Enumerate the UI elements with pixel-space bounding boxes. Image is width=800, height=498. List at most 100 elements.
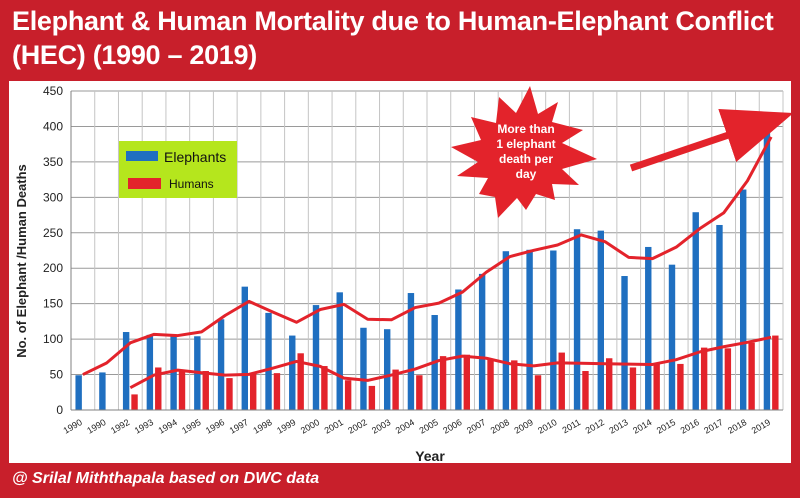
- elephant-bar: [312, 305, 320, 410]
- page-title: Elephant & Human Mortality due to Human-…: [12, 4, 792, 72]
- x-tick-label: 2017: [702, 417, 724, 436]
- elephant-bar: [668, 264, 676, 410]
- human-bar: [131, 394, 138, 410]
- y-tick-label: 250: [43, 226, 63, 240]
- human-bar: [677, 363, 684, 410]
- x-tick-label: 2007: [465, 417, 487, 436]
- human-bar: [606, 358, 613, 410]
- y-axis-label: No. of Elephant /Human Deaths: [14, 164, 29, 358]
- x-tick-label: 1990: [62, 417, 84, 436]
- elephant-bar: [383, 329, 391, 410]
- gridlines: [70, 90, 784, 410]
- x-tick-label: 1992: [109, 417, 131, 436]
- elephant-bar: [170, 335, 177, 410]
- elephant-bar: [265, 312, 272, 410]
- human-bar: [344, 380, 352, 410]
- x-tick-label: 2008: [489, 417, 511, 436]
- x-tick-label: 2013: [607, 417, 629, 436]
- x-tick-label: 2002: [346, 417, 368, 436]
- human-bar: [439, 356, 447, 410]
- human-bar: [368, 385, 376, 410]
- human-bars: [131, 335, 779, 410]
- y-tick-label: 50: [50, 368, 64, 382]
- x-tick-label: 2016: [679, 417, 701, 436]
- elephant-bar: [550, 250, 557, 410]
- human-bar: [487, 358, 494, 410]
- source-credit: @ Srilal Miththapala based on DWC data: [12, 470, 320, 487]
- x-tick-label: 2010: [536, 417, 558, 436]
- callout-line-2: 1 elephant: [496, 137, 555, 151]
- x-tick-label: 2000: [299, 417, 321, 436]
- elephant-bar: [692, 212, 699, 410]
- x-tick-label: 2019: [750, 417, 772, 436]
- elephant-bar: [99, 372, 106, 410]
- human-bar: [273, 373, 281, 410]
- human-bar: [748, 342, 755, 410]
- elephant-bar: [573, 229, 581, 410]
- x-tick-label: 1990: [85, 417, 107, 436]
- x-tick-label: 2009: [512, 417, 534, 436]
- elephant-bars: [75, 119, 771, 410]
- legend: Elephants Humans: [119, 141, 237, 198]
- x-tick-label: 1995: [180, 417, 202, 436]
- y-tick-label: 300: [43, 190, 63, 204]
- x-tick-label: 2003: [370, 417, 392, 436]
- x-axis-label: Year: [415, 448, 445, 463]
- elephant-bar: [122, 332, 130, 410]
- elephant-bar: [621, 276, 628, 410]
- x-tick-label: 1999: [275, 417, 297, 436]
- x-tick-label: 2001: [323, 417, 345, 436]
- elephant-bar: [407, 293, 415, 410]
- trend-lines: [82, 136, 773, 389]
- elephant-trend-line: [82, 136, 773, 376]
- x-tick-label: 1996: [204, 417, 226, 436]
- legend-elephants-swatch: [126, 151, 158, 161]
- elephant-bar: [75, 375, 82, 410]
- elephant-bar: [146, 334, 154, 410]
- y-tick-label: 350: [43, 155, 63, 169]
- human-bar: [463, 354, 471, 410]
- human-bar: [700, 347, 708, 410]
- human-bar: [178, 371, 186, 410]
- human-bar: [653, 363, 660, 410]
- x-tick-label: 2012: [584, 417, 606, 436]
- human-bar: [558, 352, 565, 410]
- y-tick-label: 450: [43, 84, 63, 98]
- human-bar: [772, 335, 779, 410]
- annotation-callout: More than 1 elephant death per day: [451, 86, 794, 218]
- elephant-bar: [336, 292, 343, 410]
- elephant-bar: [360, 327, 367, 410]
- elephant-bar: [478, 273, 486, 410]
- human-bar: [392, 369, 399, 410]
- callout-arrow: [629, 108, 794, 172]
- human-trend-line: [129, 335, 772, 389]
- human-bar: [250, 373, 257, 410]
- elephant-bar: [526, 249, 533, 410]
- x-tick-label: 2014: [631, 417, 653, 436]
- legend-humans-swatch: [128, 178, 161, 189]
- x-tick-label: 1997: [228, 417, 250, 436]
- x-tick-label: 1998: [251, 417, 273, 436]
- elephant-bar: [217, 319, 225, 410]
- y-tick-label: 400: [43, 119, 63, 133]
- human-bar: [321, 366, 328, 410]
- human-bar: [226, 378, 233, 410]
- human-bar: [155, 367, 162, 410]
- x-tick-label: 1993: [133, 417, 155, 436]
- callout-line-3: death per: [499, 152, 553, 166]
- elephant-bar: [716, 224, 723, 410]
- human-bar: [297, 353, 304, 410]
- elephant-bar: [502, 251, 510, 410]
- legend-elephants-label: Elephants: [164, 149, 226, 165]
- human-bar: [511, 360, 518, 410]
- elephant-bar: [289, 335, 296, 410]
- callout-line-1: More than: [497, 122, 554, 136]
- title-line-2: (HEC) (1990 – 2019): [12, 40, 257, 70]
- y-tick-label: 150: [43, 297, 63, 311]
- elephant-bar: [763, 119, 771, 410]
- human-bar: [416, 375, 423, 410]
- callout-line-4: day: [516, 167, 537, 181]
- x-tick-label: 2005: [418, 417, 440, 436]
